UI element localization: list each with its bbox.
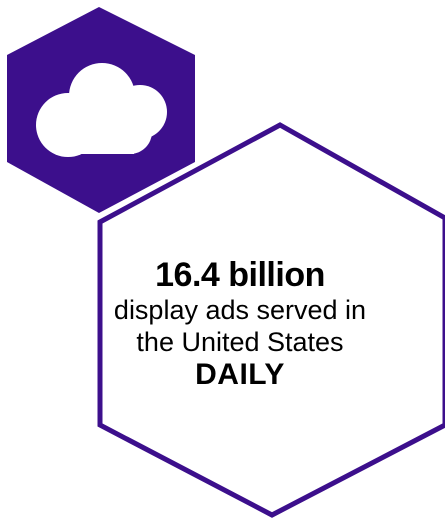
outlined-hexagon	[97, 122, 445, 518]
stat-description: display ads served in the United States	[113, 295, 367, 357]
cloud-icon	[36, 63, 167, 157]
stat-value: 16.4 billion	[155, 256, 325, 294]
stat-emphasis: DAILY	[195, 358, 285, 391]
stat-block: 16.4 billion display ads served in the U…	[110, 256, 370, 392]
